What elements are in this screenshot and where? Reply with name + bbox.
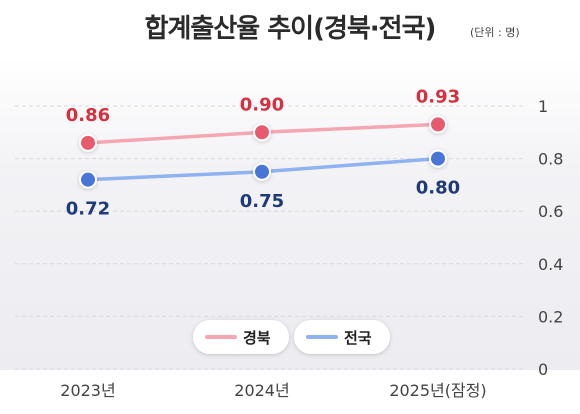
x-category-label-1: 2024년 — [234, 381, 289, 400]
data-label-1-1: 0.75 — [240, 191, 284, 212]
data-point-1-1 — [253, 162, 271, 181]
plot-background — [0, 58, 580, 370]
legend-item-0 — [193, 320, 289, 354]
y-tick-label-3: 0.6 — [538, 202, 563, 221]
data-point-0-0 — [79, 133, 97, 152]
y-tick-label-0: 0 — [538, 360, 548, 379]
data-point-0-1 — [253, 123, 271, 142]
y-tick-label-1: 0.2 — [538, 307, 563, 326]
data-label-1-2: 0.80 — [416, 178, 460, 199]
unit-label: (단위 : 명) — [470, 26, 520, 39]
data-point-1-2 — [429, 149, 447, 168]
legend-label-1: 전국 — [344, 329, 372, 347]
data-label-0-0: 0.86 — [66, 105, 110, 126]
data-point-1-0 — [79, 170, 97, 189]
data-label-1-0: 0.72 — [66, 199, 110, 220]
data-label-0-1: 0.90 — [240, 94, 284, 115]
chart-title: 합계출산율 추이(경북·전국) — [144, 14, 437, 44]
legend-item-1 — [294, 320, 390, 354]
legend-label-0: 경북 — [243, 329, 271, 347]
data-label-0-2: 0.93 — [416, 86, 460, 107]
x-category-label-0: 2023년 — [60, 381, 115, 400]
x-category-label-2: 2025년(잠정) — [389, 381, 486, 400]
data-point-0-2 — [429, 115, 447, 134]
y-tick-label-5: 1 — [538, 97, 548, 116]
y-tick-label-4: 0.8 — [538, 150, 563, 169]
y-tick-label-2: 0.4 — [538, 255, 563, 274]
